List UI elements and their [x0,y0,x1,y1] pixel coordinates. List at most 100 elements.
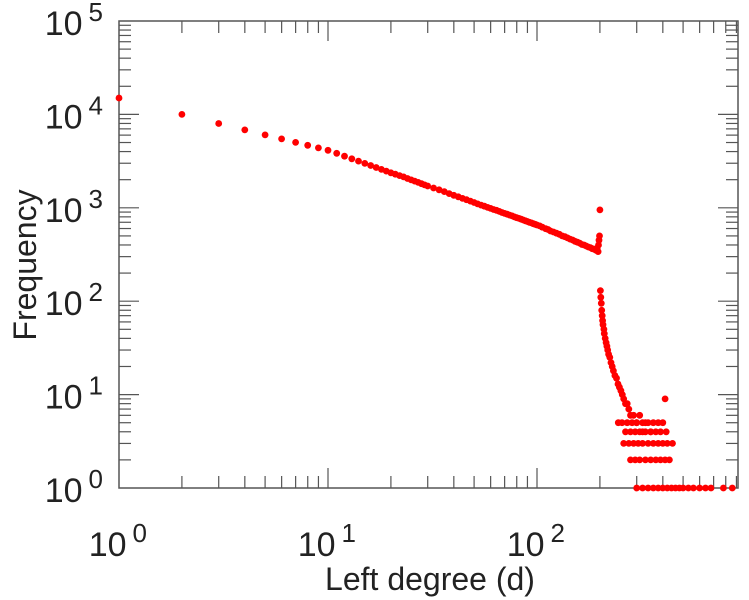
y-tick-label: 10 2 [45,277,103,323]
data-point [435,186,443,194]
data-point [652,428,660,436]
data-point [639,419,646,427]
data-point [623,400,631,408]
data-point [644,484,652,492]
data-point [661,395,669,403]
data-point [597,287,604,294]
data-point [639,484,646,492]
data-point [596,206,604,214]
data-point [361,160,369,167]
data-point [278,135,285,143]
data-point [178,111,186,118]
data-point [663,440,671,447]
data-point [613,374,620,382]
tick-label-exponent: 4 [89,90,103,120]
data-point [633,484,641,492]
data-point [669,440,676,447]
data-point [622,428,629,436]
axes [118,20,739,489]
data-point [341,152,348,160]
tick-label-exponent: 5 [89,0,103,27]
data-point [696,484,703,492]
data-point [644,419,652,427]
data-point [652,456,660,464]
y-tick-label: 10 0 [45,464,103,510]
tick-label-base: 10 [45,379,83,417]
data-point [685,484,692,492]
data-point [606,354,614,361]
y-tick-label: 10 1 [45,371,103,417]
data-point [633,419,641,427]
y-tick-label: 10 5 [45,0,103,43]
data-point [315,144,322,152]
tick-label-base: 10 [45,192,83,230]
data-point [707,484,715,492]
data-point [636,456,644,464]
tick-label-base: 10 [45,285,83,323]
data-point [662,428,670,436]
data-point [636,411,644,419]
data-point [666,456,673,464]
data-point [115,94,123,102]
data-point [292,139,299,146]
data-point [720,484,727,492]
data-point [598,306,606,314]
data-point [597,299,605,307]
y-tick-label: 10 3 [45,184,103,230]
data-point [649,484,657,492]
tick-label-base: 10 [89,526,127,564]
data-point [261,131,269,139]
tick-label-base: 10 [507,526,545,564]
data-point [690,484,697,492]
data-point [728,484,736,492]
data-point [594,248,602,256]
data-point [618,419,626,427]
data-point [241,126,249,134]
data-point [647,428,655,436]
data-point [623,419,631,427]
data-point [659,419,667,427]
y-axis-label: Frequency [7,189,43,340]
x-tick-label: 10 1 [298,518,356,564]
tick-label-exponent: 0 [89,464,103,494]
data-point [627,428,634,436]
data-point [372,164,380,171]
tick-label-base: 10 [45,98,83,136]
data-point [597,293,605,301]
data-point [636,428,644,436]
data-point [657,428,664,436]
data-point [649,440,657,447]
tick-label-exponent: 0 [133,518,147,548]
data-point [630,411,637,419]
tick-label-base: 10 [45,5,83,43]
y-tick-label: 10 4 [45,90,103,136]
tick-label-exponent: 2 [89,277,103,307]
data-point [367,162,375,169]
tick-label-exponent: 1 [342,518,356,548]
tick-label-base: 10 [298,526,336,564]
tick-label-exponent: 1 [89,371,103,401]
tick-label-base: 10 [45,472,83,510]
data-point [625,440,633,447]
x-tick-label: 10 2 [507,518,565,564]
data-point [649,419,657,427]
data-point [430,184,437,192]
data-point [355,157,362,165]
data-point [642,428,649,436]
plot-frame [118,20,739,489]
data-point [598,312,606,320]
data-point [647,456,655,464]
data-point [642,456,649,464]
data-point [424,182,432,190]
tick-label-exponent: 2 [551,518,565,548]
data-point [702,484,709,492]
data-point [627,456,634,464]
data-point [679,484,687,492]
data-point [304,141,312,149]
tick-labels: 10 010 110 210 310 410 510 0 10 1 10 2 [45,0,565,564]
data-point [215,120,223,127]
tick-label-exponent: 3 [89,184,103,214]
data-point [639,440,646,447]
data-point [644,440,652,447]
